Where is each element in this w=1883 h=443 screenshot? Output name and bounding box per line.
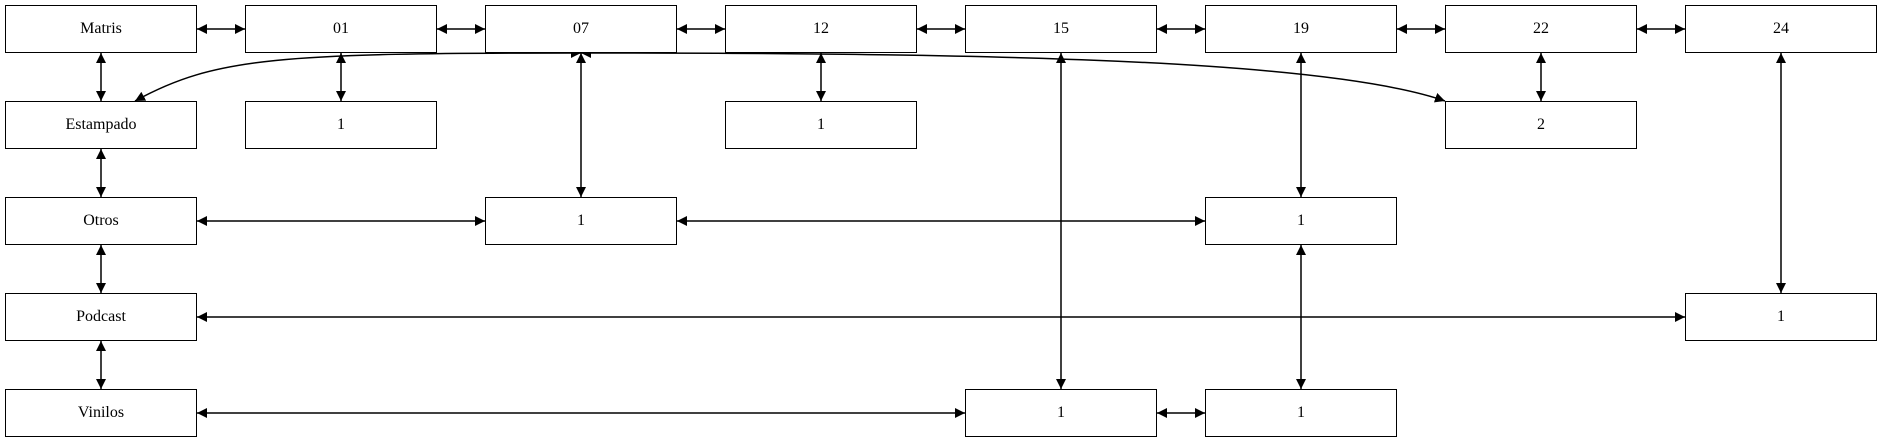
node-estampado-12: 1 xyxy=(725,101,917,149)
node-15: 15 xyxy=(965,5,1157,53)
node-01: 01 xyxy=(245,5,437,53)
node-12: 12 xyxy=(725,5,917,53)
node-otros-19: 1 xyxy=(1205,197,1397,245)
node-podcast-24: 1 xyxy=(1685,293,1877,341)
node-otros: Otros xyxy=(5,197,197,245)
edge-n07-estampado xyxy=(134,48,582,102)
node-24: 24 xyxy=(1685,5,1877,53)
edge-n07-est22 xyxy=(580,48,1446,103)
node-vinilos: Vinilos xyxy=(5,389,197,437)
node-estampado-01: 1 xyxy=(245,101,437,149)
node-19: 19 xyxy=(1205,5,1397,53)
node-matris: Matris xyxy=(5,5,197,53)
node-estampado: Estampado xyxy=(5,101,197,149)
node-otros-07: 1 xyxy=(485,197,677,245)
node-vinilos-15: 1 xyxy=(965,389,1157,437)
node-vinilos-19: 1 xyxy=(1205,389,1397,437)
node-07: 07 xyxy=(485,5,677,53)
node-estampado-22: 2 xyxy=(1445,101,1637,149)
node-22: 22 xyxy=(1445,5,1637,53)
node-podcast: Podcast xyxy=(5,293,197,341)
